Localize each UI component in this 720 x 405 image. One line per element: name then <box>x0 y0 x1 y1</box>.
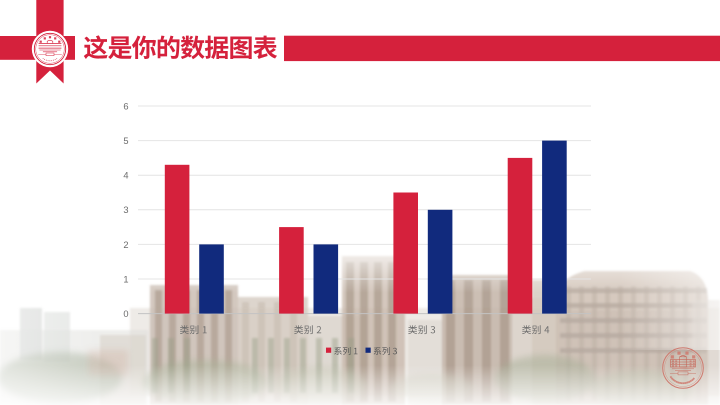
svg-text:2: 2 <box>123 240 128 250</box>
svg-text:0: 0 <box>123 309 128 319</box>
svg-text:6: 6 <box>123 101 128 111</box>
svg-text:5: 5 <box>123 136 128 146</box>
svg-text:1: 1 <box>123 274 128 284</box>
svg-text:4: 4 <box>123 171 128 181</box>
svg-text:3: 3 <box>123 205 128 215</box>
